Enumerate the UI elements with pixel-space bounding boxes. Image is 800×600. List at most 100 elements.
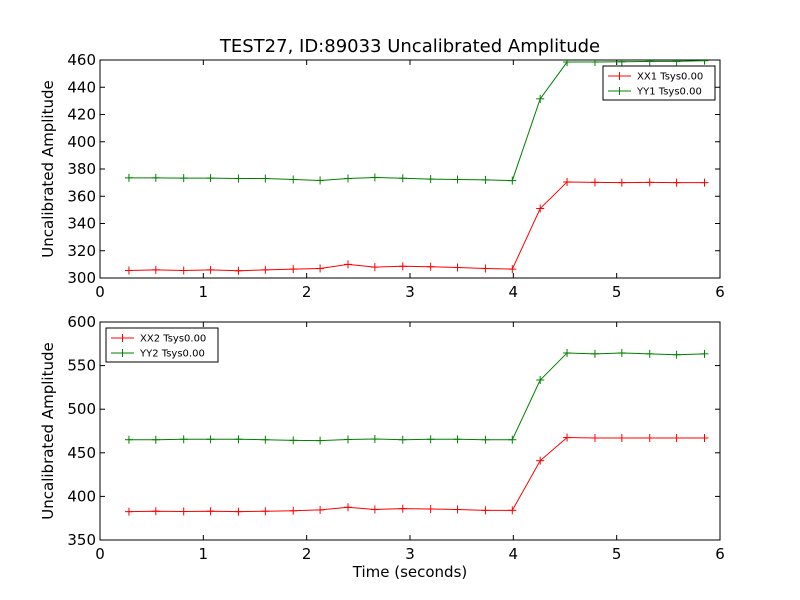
x-tick-label: 0 <box>95 283 105 301</box>
data-point <box>179 266 188 275</box>
data-point <box>179 174 188 183</box>
series-line-xx2 <box>128 437 705 513</box>
data-point <box>370 435 379 444</box>
data-point <box>151 173 160 182</box>
x-tick-label: 3 <box>405 545 415 563</box>
data-point <box>700 433 709 442</box>
data-point <box>645 60 654 66</box>
data-point <box>672 60 681 66</box>
y-tick-label: 320 <box>67 242 96 260</box>
data-point <box>672 350 681 359</box>
data-point <box>590 433 599 442</box>
x-tick-label: 5 <box>612 283 622 301</box>
data-point <box>617 178 626 187</box>
data-point <box>426 435 435 444</box>
x-tick-label: 0 <box>95 545 105 563</box>
data-point <box>344 174 352 183</box>
data-point <box>645 178 654 187</box>
data-point <box>481 175 490 184</box>
data-point <box>426 505 435 514</box>
data-point <box>124 173 133 182</box>
data-point <box>645 349 654 358</box>
legend-box <box>105 327 219 363</box>
data-point <box>590 349 599 358</box>
data-point <box>700 349 709 358</box>
data-point <box>344 503 352 512</box>
legend-box <box>602 65 716 101</box>
data-point <box>398 504 407 513</box>
data-point <box>536 204 545 213</box>
y-tick-label: 360 <box>67 187 96 205</box>
data-point <box>234 174 243 183</box>
series-group <box>124 60 709 275</box>
y-tick-label: 420 <box>67 106 96 124</box>
data-point <box>481 435 490 444</box>
data-point <box>672 178 681 187</box>
data-point <box>124 435 133 444</box>
data-point <box>206 174 215 183</box>
x-tick-label: 5 <box>612 545 622 563</box>
data-point <box>617 433 626 442</box>
data-point <box>261 174 270 183</box>
legend-label: YY1 Tsys0.00 <box>636 87 702 98</box>
data-point <box>316 505 325 514</box>
legend-label: YY2 Tsys0.00 <box>139 349 205 360</box>
data-point <box>289 175 298 184</box>
x-tick-label: 4 <box>509 545 519 563</box>
y-tick-label: 350 <box>67 531 96 549</box>
y-tick-label: 380 <box>67 160 96 178</box>
data-point <box>590 60 599 67</box>
data-point <box>206 435 215 444</box>
data-point <box>563 60 572 67</box>
data-point <box>234 507 243 516</box>
data-point <box>563 177 572 186</box>
data-point <box>700 178 709 187</box>
data-point <box>536 375 545 384</box>
data-point <box>234 266 243 275</box>
data-point <box>151 507 160 516</box>
data-point <box>453 263 462 272</box>
y-tick-label: 340 <box>67 215 96 233</box>
data-point <box>370 505 379 514</box>
data-point <box>617 60 626 66</box>
x-tick-label: 1 <box>199 545 209 563</box>
y-axis-label: Uncalibrated Amplitude <box>39 342 57 519</box>
data-point <box>261 265 270 274</box>
x-tick-label: 2 <box>302 283 312 301</box>
bottom-plot: 0 1 2 3 4 5 6 350 400 450 500 550 600 Uncalibrated Am… <box>39 313 725 581</box>
x-tick-label: 3 <box>405 283 415 301</box>
data-point <box>672 433 681 442</box>
x-tick-label: 2 <box>302 545 312 563</box>
data-point <box>536 94 545 103</box>
data-point <box>206 265 215 274</box>
data-point <box>563 433 572 442</box>
data-point <box>508 435 517 444</box>
x-tick-label: 4 <box>509 283 519 301</box>
data-point <box>398 174 407 183</box>
data-point <box>645 433 654 442</box>
data-point <box>481 264 490 273</box>
data-point <box>508 176 517 185</box>
series-group <box>124 348 709 516</box>
data-point <box>508 506 517 515</box>
data-point <box>316 436 325 445</box>
y-tick-label: 460 <box>67 51 96 69</box>
data-point <box>151 265 160 274</box>
x-axis-label: Time (seconds) <box>352 563 468 581</box>
data-point <box>179 507 188 516</box>
data-point <box>426 262 435 271</box>
y-axis-label: Uncalibrated Amplitude <box>39 80 57 257</box>
y-tick-label: 300 <box>67 269 96 287</box>
data-point <box>151 435 160 444</box>
data-point <box>344 260 352 269</box>
data-point <box>206 507 215 516</box>
data-point <box>370 173 379 182</box>
data-point <box>536 456 545 465</box>
x-tick-label: 1 <box>199 283 209 301</box>
series-line-yy1 <box>128 60 705 182</box>
y-tick-label: 400 <box>67 487 96 505</box>
y-tick-label: 440 <box>67 78 96 96</box>
data-point <box>508 265 517 274</box>
